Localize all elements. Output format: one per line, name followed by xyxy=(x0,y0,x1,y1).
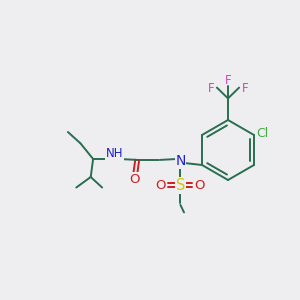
Text: N: N xyxy=(175,154,186,168)
Text: O: O xyxy=(195,179,205,192)
Text: S: S xyxy=(176,178,185,193)
Text: O: O xyxy=(156,179,166,192)
Text: F: F xyxy=(208,82,214,95)
Text: F: F xyxy=(242,82,248,95)
Text: NH: NH xyxy=(106,147,124,160)
Text: O: O xyxy=(129,173,140,186)
Text: Cl: Cl xyxy=(256,127,268,140)
Text: F: F xyxy=(225,74,231,87)
